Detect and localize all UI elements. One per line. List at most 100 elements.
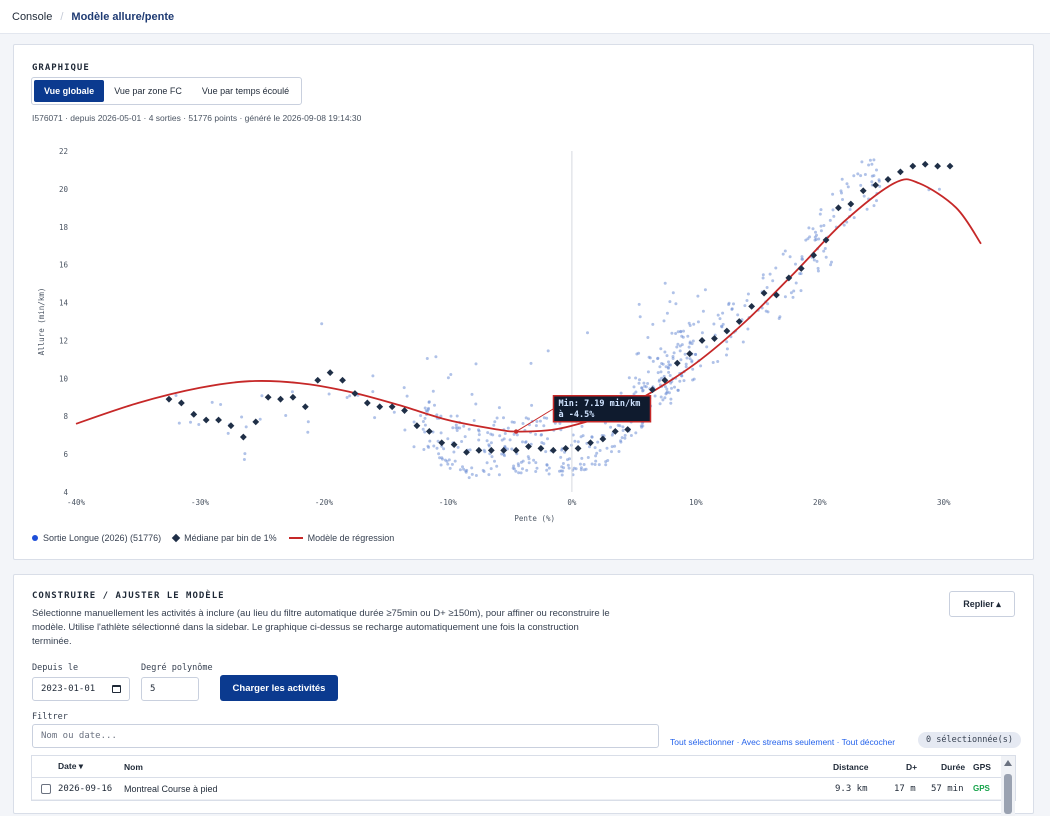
scatter-point — [489, 467, 493, 471]
since-label: Depuis le — [32, 663, 79, 673]
scatter-point — [197, 423, 201, 426]
scatter-point — [664, 365, 668, 369]
scatter-point — [718, 317, 722, 321]
x-axis-label: Pente (%) — [514, 514, 555, 523]
scatter-point — [637, 381, 641, 385]
scatter-point — [463, 435, 467, 439]
legend-model[interactable]: Modèle de régression — [288, 533, 394, 543]
scatter-point — [514, 469, 518, 473]
fold-button[interactable]: Replier ▴ — [949, 591, 1015, 617]
row-checkbox[interactable] — [41, 784, 51, 794]
scatter-point — [878, 184, 882, 188]
scatter-point — [442, 447, 446, 451]
median-marker — [921, 160, 929, 168]
col-gps[interactable]: GPS — [973, 761, 991, 772]
tab-elapsed-time[interactable]: Vue par temps écoulé — [201, 86, 290, 96]
scatter-point — [627, 376, 631, 380]
legend-points[interactable]: Sortie Longue (2026) (51776) — [32, 533, 161, 543]
scatter-point — [828, 218, 832, 222]
tab-global[interactable]: Vue globale — [34, 80, 105, 102]
scatter-point — [572, 466, 576, 470]
col-distance[interactable]: Distance — [833, 761, 869, 772]
scatter-point — [483, 450, 487, 454]
scatter-point — [721, 311, 725, 315]
scatter-point — [458, 468, 462, 472]
legend-median[interactable]: Médiane par bin de 1% — [171, 533, 277, 543]
col-duration[interactable]: Durée — [941, 761, 966, 772]
pace-slope-chart[interactable]: -40% -30% -20% -10% 0% 10% 20% 30% 4 6 8 10 12 14 16 18… — [14, 45, 1035, 535]
scatter-point — [800, 255, 804, 259]
selection-links[interactable]: Tout sélectionner · Avec streams seuleme… — [670, 737, 896, 747]
scroll-thumb[interactable] — [1004, 774, 1012, 814]
scatter-point — [559, 455, 563, 459]
scatter-point — [527, 461, 531, 465]
breadcrumb-root[interactable]: Console — [12, 10, 53, 23]
scatter-point — [680, 374, 683, 378]
scatter-point — [667, 360, 670, 364]
degree-input[interactable]: 5 — [141, 677, 199, 701]
scatter-point — [830, 260, 833, 264]
median-marker — [326, 369, 334, 377]
scatter-point — [641, 388, 645, 392]
col-dplus[interactable]: D+ — [906, 761, 918, 772]
scatter-point — [487, 443, 491, 447]
scatter-point — [524, 440, 527, 444]
scatter-point — [651, 322, 655, 326]
table-row[interactable]: 2026-09-16 Montreal Course à pied 9.3 km… — [32, 778, 1015, 800]
y-tick-label: 10 — [59, 374, 69, 383]
scatter-point — [545, 463, 549, 467]
scatter-point — [819, 224, 823, 228]
chart-section-title: GRAPHIQUE — [32, 63, 90, 73]
scatter-point — [665, 387, 669, 391]
scatter-point — [659, 395, 663, 399]
col-date[interactable]: Date ▾ — [58, 761, 84, 771]
y-tick-label: 4 — [63, 488, 68, 497]
scatter-point — [492, 423, 496, 427]
scatter-point — [521, 459, 525, 463]
scatter-point — [872, 158, 876, 162]
scatter-point — [842, 223, 846, 227]
scatter-point — [705, 345, 709, 349]
scatter-point — [485, 439, 489, 443]
scatter-point — [489, 441, 493, 445]
y-tick-label: 18 — [59, 223, 69, 232]
median-marker — [822, 236, 830, 244]
scatter-point — [675, 345, 679, 349]
load-activities-button[interactable]: Charger les activités — [220, 675, 338, 701]
scatter-point — [542, 424, 546, 428]
scatter-point — [474, 402, 478, 406]
scroll-up-icon[interactable] — [1004, 760, 1012, 766]
scatter-point — [875, 199, 878, 203]
scatter-point — [634, 390, 638, 394]
scatter-point — [540, 433, 543, 437]
col-name[interactable]: Nom — [124, 761, 143, 772]
scatter-point — [823, 247, 827, 250]
median-marker — [301, 403, 309, 411]
scatter-point — [584, 467, 588, 471]
scatter-point — [870, 162, 874, 166]
scatter-point — [663, 281, 667, 285]
filter-input[interactable]: Nom ou date... — [32, 724, 659, 748]
scatter-point — [691, 339, 695, 343]
scatter-point — [617, 450, 621, 453]
selected-count-badge: 0 sélectionnée(s) — [918, 732, 1021, 748]
scatter-point — [435, 413, 439, 417]
table-scrollbar[interactable] — [1001, 756, 1015, 816]
scatter-point — [503, 454, 506, 458]
scatter-point — [792, 289, 796, 293]
scatter-point — [532, 458, 536, 462]
scatter-point — [481, 468, 485, 472]
min-point-marker — [513, 429, 519, 434]
calendar-icon[interactable] — [112, 685, 121, 693]
scatter-point — [727, 303, 731, 306]
scatter-point — [638, 378, 641, 382]
tab-zone-fc[interactable]: Vue par zone FC — [114, 86, 182, 96]
scatter-point — [618, 424, 622, 428]
scatter-point — [646, 370, 650, 374]
scatter-point — [846, 185, 850, 189]
scatter-point — [822, 224, 826, 227]
since-date-input[interactable]: 2023-01-01 — [32, 677, 130, 701]
median-marker — [934, 162, 942, 170]
scatter-point — [446, 437, 450, 441]
scatter-point — [684, 365, 688, 369]
